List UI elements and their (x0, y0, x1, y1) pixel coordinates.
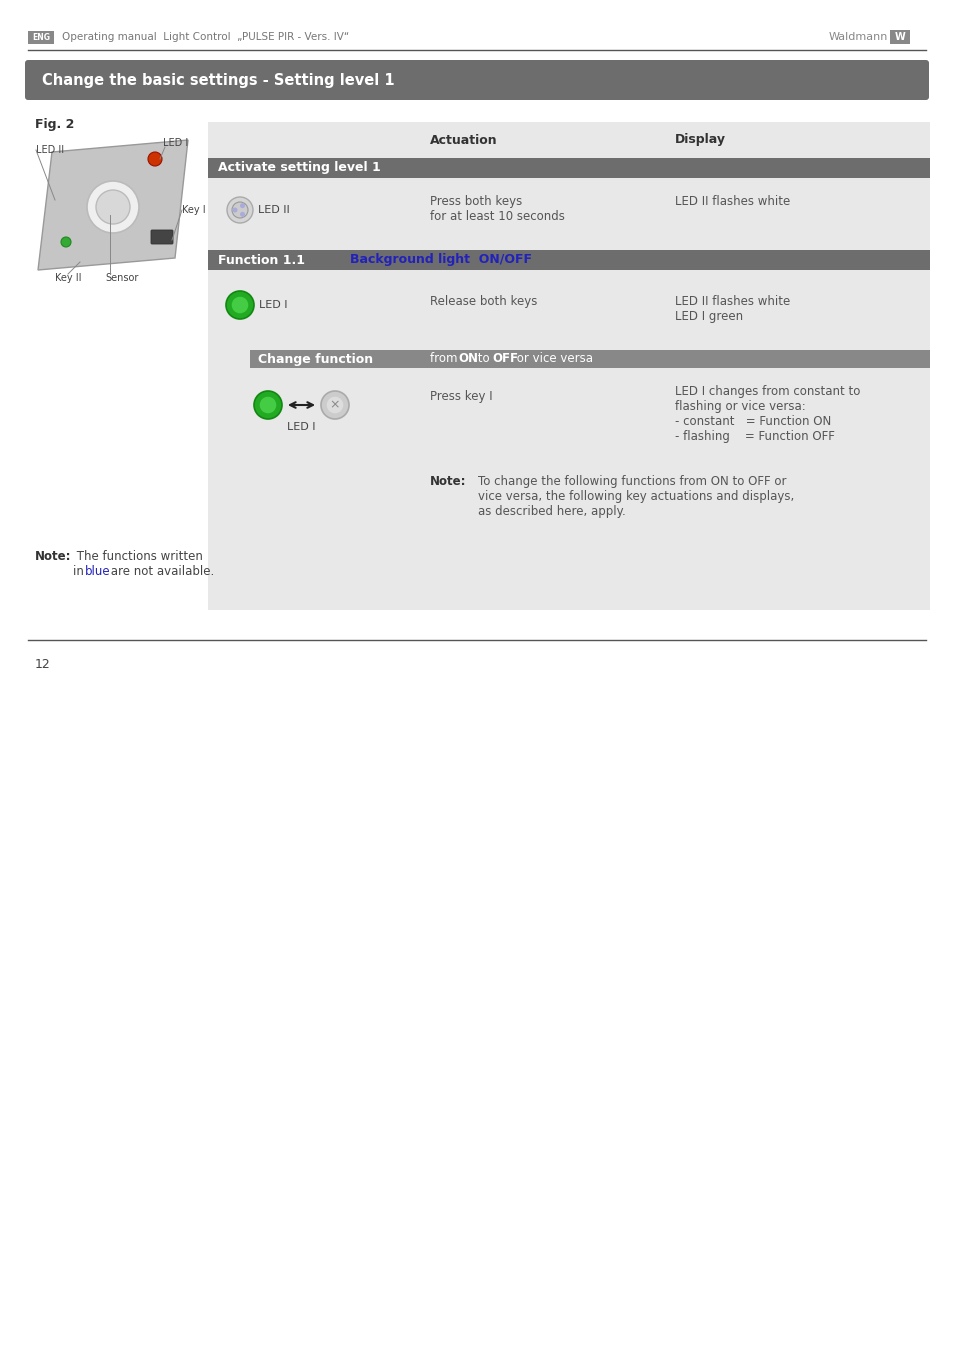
FancyBboxPatch shape (250, 350, 929, 369)
Text: Note:: Note: (35, 549, 71, 563)
Text: flashing or vice versa:: flashing or vice versa: (675, 400, 805, 413)
Circle shape (227, 197, 253, 223)
Text: ENG: ENG (32, 32, 50, 42)
Circle shape (253, 392, 282, 418)
Text: or vice versa: or vice versa (513, 352, 593, 366)
Text: Operating manual  Light Control  „PULSE PIR - Vers. IV“: Operating manual Light Control „PULSE PI… (62, 32, 349, 42)
Circle shape (148, 153, 162, 166)
Text: To change the following functions from ON to OFF or: To change the following functions from O… (477, 475, 785, 487)
FancyBboxPatch shape (208, 250, 929, 270)
Circle shape (240, 212, 245, 217)
Circle shape (61, 238, 71, 247)
Text: Sensor: Sensor (105, 273, 138, 284)
Text: Background light  ON/OFF: Background light ON/OFF (350, 254, 532, 266)
Text: Key I: Key I (182, 205, 206, 215)
Text: Display: Display (675, 134, 725, 147)
Text: W: W (894, 32, 904, 42)
Text: LED II: LED II (36, 144, 64, 155)
Text: LED II flashes white: LED II flashes white (675, 296, 789, 308)
Text: Note:: Note: (430, 475, 466, 487)
Text: ×: × (330, 398, 340, 412)
Text: to: to (474, 352, 493, 366)
Text: Key II: Key II (55, 273, 81, 284)
Text: Release both keys: Release both keys (430, 296, 537, 308)
Text: vice versa, the following key actuations and displays,: vice versa, the following key actuations… (477, 490, 794, 504)
Text: Activate setting level 1: Activate setting level 1 (218, 162, 380, 174)
Text: LED II flashes white: LED II flashes white (675, 194, 789, 208)
Text: are not available.: are not available. (107, 566, 214, 578)
Text: Fig. 2: Fig. 2 (35, 117, 74, 131)
Text: OFF: OFF (492, 352, 517, 366)
FancyBboxPatch shape (889, 30, 909, 45)
Text: Waldmann: Waldmann (828, 32, 887, 42)
Circle shape (326, 396, 344, 414)
Circle shape (226, 292, 253, 319)
Text: Change function: Change function (257, 352, 373, 366)
Text: as described here, apply.: as described here, apply. (477, 505, 625, 518)
Text: LED I: LED I (163, 138, 188, 148)
Circle shape (231, 296, 249, 315)
Text: LED I changes from constant to: LED I changes from constant to (675, 385, 860, 398)
Text: Press key I: Press key I (430, 390, 492, 404)
FancyBboxPatch shape (28, 31, 54, 45)
FancyBboxPatch shape (208, 122, 929, 610)
Text: for at least 10 seconds: for at least 10 seconds (430, 211, 564, 223)
Circle shape (87, 181, 139, 234)
Text: - flashing    = Function OFF: - flashing = Function OFF (675, 431, 834, 443)
Circle shape (233, 208, 237, 212)
Text: LED I: LED I (258, 300, 287, 310)
Circle shape (96, 190, 130, 224)
FancyBboxPatch shape (208, 158, 929, 178)
Circle shape (258, 396, 276, 414)
Text: ON: ON (457, 352, 477, 366)
Text: from: from (430, 352, 460, 366)
Polygon shape (38, 140, 188, 270)
Text: Change the basic settings - Setting level 1: Change the basic settings - Setting leve… (42, 73, 395, 88)
Text: 12: 12 (35, 657, 51, 671)
Circle shape (232, 202, 248, 217)
FancyBboxPatch shape (151, 230, 172, 244)
Text: LED I: LED I (287, 423, 315, 432)
Text: LED II: LED II (257, 205, 290, 215)
Circle shape (320, 392, 349, 418)
Text: Press both keys: Press both keys (430, 194, 521, 208)
Text: LED I green: LED I green (675, 310, 742, 323)
Text: in: in (73, 566, 88, 578)
Circle shape (240, 202, 245, 208)
Text: Function 1.1: Function 1.1 (218, 254, 305, 266)
Text: - constant   = Function ON: - constant = Function ON (675, 414, 830, 428)
Text: The functions written: The functions written (73, 549, 203, 563)
Text: Actuation: Actuation (430, 134, 497, 147)
Text: blue: blue (85, 566, 111, 578)
FancyBboxPatch shape (25, 59, 928, 100)
